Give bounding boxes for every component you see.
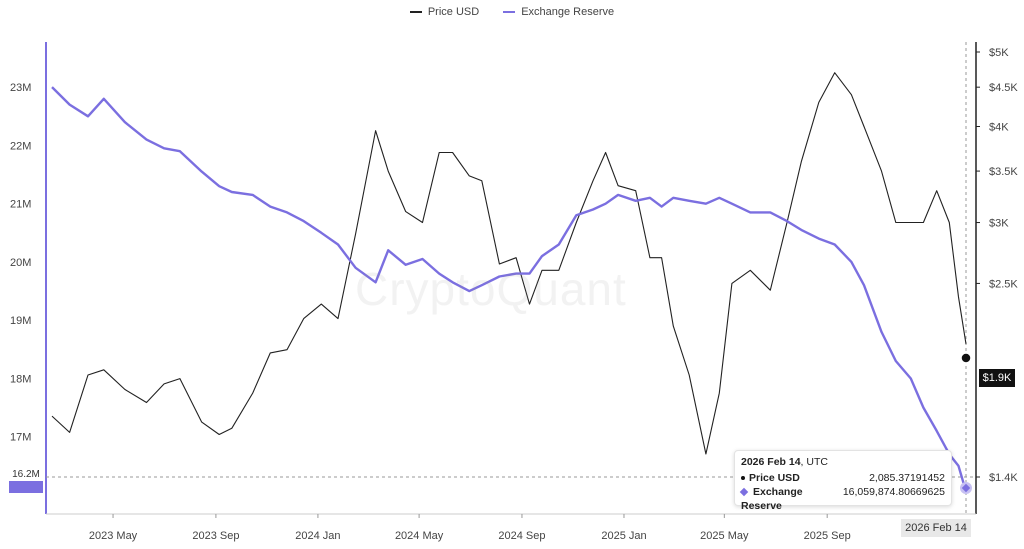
x-tick-label: 2024 May bbox=[395, 530, 444, 542]
x-tick-label: 2023 Sep bbox=[192, 530, 239, 542]
right-tick-label: $2.5K bbox=[989, 278, 1018, 290]
reserve-series-line bbox=[51, 86, 968, 492]
x-tick-label: 2024 Sep bbox=[498, 530, 545, 542]
reserve-tag-label: 16.2M bbox=[9, 469, 43, 482]
tooltip-reserve-value: 16,059,874.80669625 bbox=[842, 486, 945, 498]
left-tick-label: 20M bbox=[10, 257, 31, 269]
tooltip-price-value: 2,085.37191452 bbox=[869, 472, 945, 484]
right-tick-label: $3K bbox=[989, 218, 1009, 230]
tooltip-price-label: Price USD bbox=[749, 472, 800, 484]
left-tick-label: 21M bbox=[10, 199, 31, 211]
right-tick-label: $3.5K bbox=[989, 166, 1018, 178]
right-tick-label: $5K bbox=[989, 47, 1009, 59]
x-tick-label: 2024 Jan bbox=[295, 530, 340, 542]
legend-label-price: Price USD bbox=[427, 6, 480, 18]
hover-tooltip: 2026 Feb 14, UTC Price USD 2,085.3719145… bbox=[734, 450, 952, 512]
legend-item-reserve[interactable]: Exchange Reserve bbox=[503, 6, 614, 18]
left-tick-label: 19M bbox=[10, 315, 31, 327]
reserve-diamond-icon bbox=[739, 487, 749, 497]
x-tick-label: 2025 Sep bbox=[804, 530, 851, 542]
legend-label-reserve: Exchange Reserve bbox=[521, 6, 615, 18]
legend-item-price[interactable]: Price USD bbox=[409, 6, 480, 18]
price-dot-icon bbox=[741, 476, 745, 481]
current-price-tag: $1.9K bbox=[979, 369, 1015, 387]
reserve-end-marker bbox=[961, 483, 971, 493]
tooltip-reserve-label: Exchange Reserve bbox=[741, 486, 803, 512]
price-end-marker bbox=[960, 352, 972, 364]
x-tick-label: 2023 May bbox=[89, 530, 138, 542]
left-tick-label: 17M bbox=[10, 432, 31, 444]
current-reserve-tag: 16.2M bbox=[9, 469, 43, 493]
left-tick-label: 22M bbox=[10, 140, 31, 152]
x-tick-label: 2025 May bbox=[700, 530, 749, 542]
tooltip-date: 2026 Feb 14, UTC bbox=[741, 456, 945, 468]
left-tick-label: 23M bbox=[10, 82, 31, 94]
right-tick-label: $4.5K bbox=[989, 82, 1018, 94]
crosshair-date-tag: 2026 Feb 14 bbox=[901, 519, 971, 537]
chart-legend: Price USD Exchange Reserve bbox=[0, 6, 1024, 18]
tooltip-tz: , UTC bbox=[800, 456, 828, 468]
tooltip-reserve-row: Exchange Reserve 16,059,874.80669625 bbox=[739, 485, 945, 513]
left-tick-label: 18M bbox=[10, 373, 31, 385]
right-tick-label: $4K bbox=[989, 122, 1009, 134]
tooltip-price-row: Price USD 2,085.37191452 bbox=[741, 471, 945, 485]
price-series-line bbox=[51, 72, 967, 455]
tooltip-date-value: 2026 Feb 14 bbox=[741, 456, 801, 468]
legend-swatch-reserve bbox=[503, 11, 516, 13]
right-tick-label: $1.4K bbox=[989, 472, 1018, 484]
legend-swatch-price bbox=[409, 11, 422, 13]
x-tick-label: 2025 Jan bbox=[601, 530, 646, 542]
